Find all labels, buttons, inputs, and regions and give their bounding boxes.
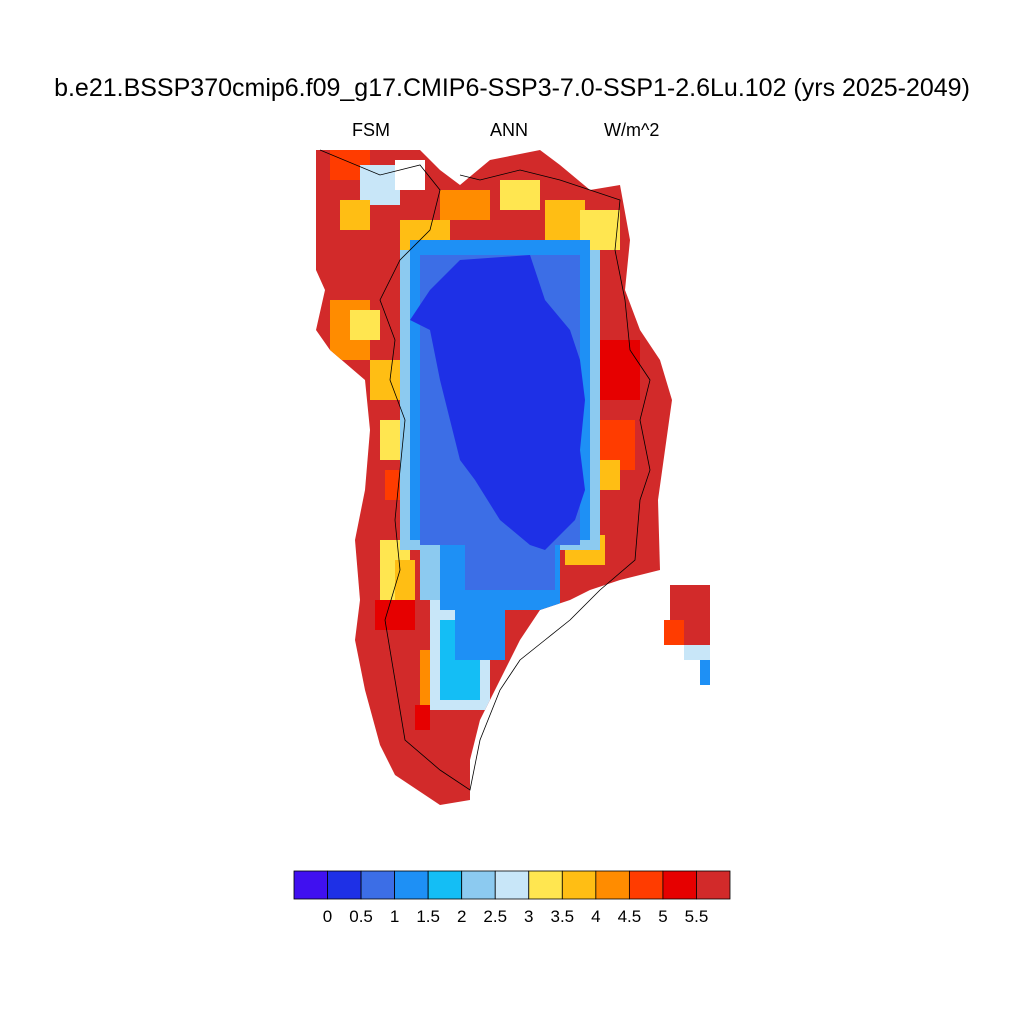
colorbar-swatch bbox=[628, 870, 664, 900]
colorbar-tick-label: 2 bbox=[457, 907, 466, 926]
colorbar-tick-label: 3 bbox=[524, 907, 533, 926]
colorbar-swatch bbox=[595, 870, 630, 900]
small-island bbox=[664, 585, 710, 685]
colorbar-tick-label: 5.5 bbox=[685, 907, 709, 926]
colorbar-tick-label: 0.5 bbox=[349, 907, 373, 926]
colorbar-swatch bbox=[696, 870, 731, 900]
colorbar-tick-label: 4.5 bbox=[618, 907, 642, 926]
colorbar-swatch bbox=[528, 870, 563, 900]
colorbar-tick-label: 5 bbox=[658, 907, 667, 926]
colorbar-swatch bbox=[561, 870, 597, 900]
colorbar-swatch bbox=[427, 870, 463, 900]
colorbar-swatch bbox=[360, 870, 396, 900]
variable-label: FSM bbox=[352, 120, 390, 140]
colorbar-tick-label: 1 bbox=[390, 907, 399, 926]
interior bbox=[410, 255, 585, 550]
colorbar-tick-label: 4 bbox=[591, 907, 600, 926]
units-label: W/m^2 bbox=[604, 120, 660, 140]
colorbar-tick-label: 2.5 bbox=[483, 907, 507, 926]
colorbar-swatch bbox=[293, 870, 328, 900]
season-label: ANN bbox=[490, 120, 529, 140]
colorbar-swatch bbox=[327, 870, 362, 900]
colorbar-swatch bbox=[662, 870, 697, 900]
coastline bbox=[319, 149, 651, 791]
colorbar-tick-label: 1.5 bbox=[416, 907, 440, 926]
colorbar-tick-label: 0 bbox=[323, 907, 332, 926]
colorbar-tick-label: 3.5 bbox=[550, 907, 574, 926]
colorbar-swatch bbox=[494, 870, 530, 900]
colorbar-swatch bbox=[394, 870, 429, 900]
colorbar-swatch bbox=[461, 870, 496, 900]
map-title: b.e21.BSSP370cmip6.f09_g17.CMIP6-SSP3-7.… bbox=[54, 74, 970, 102]
